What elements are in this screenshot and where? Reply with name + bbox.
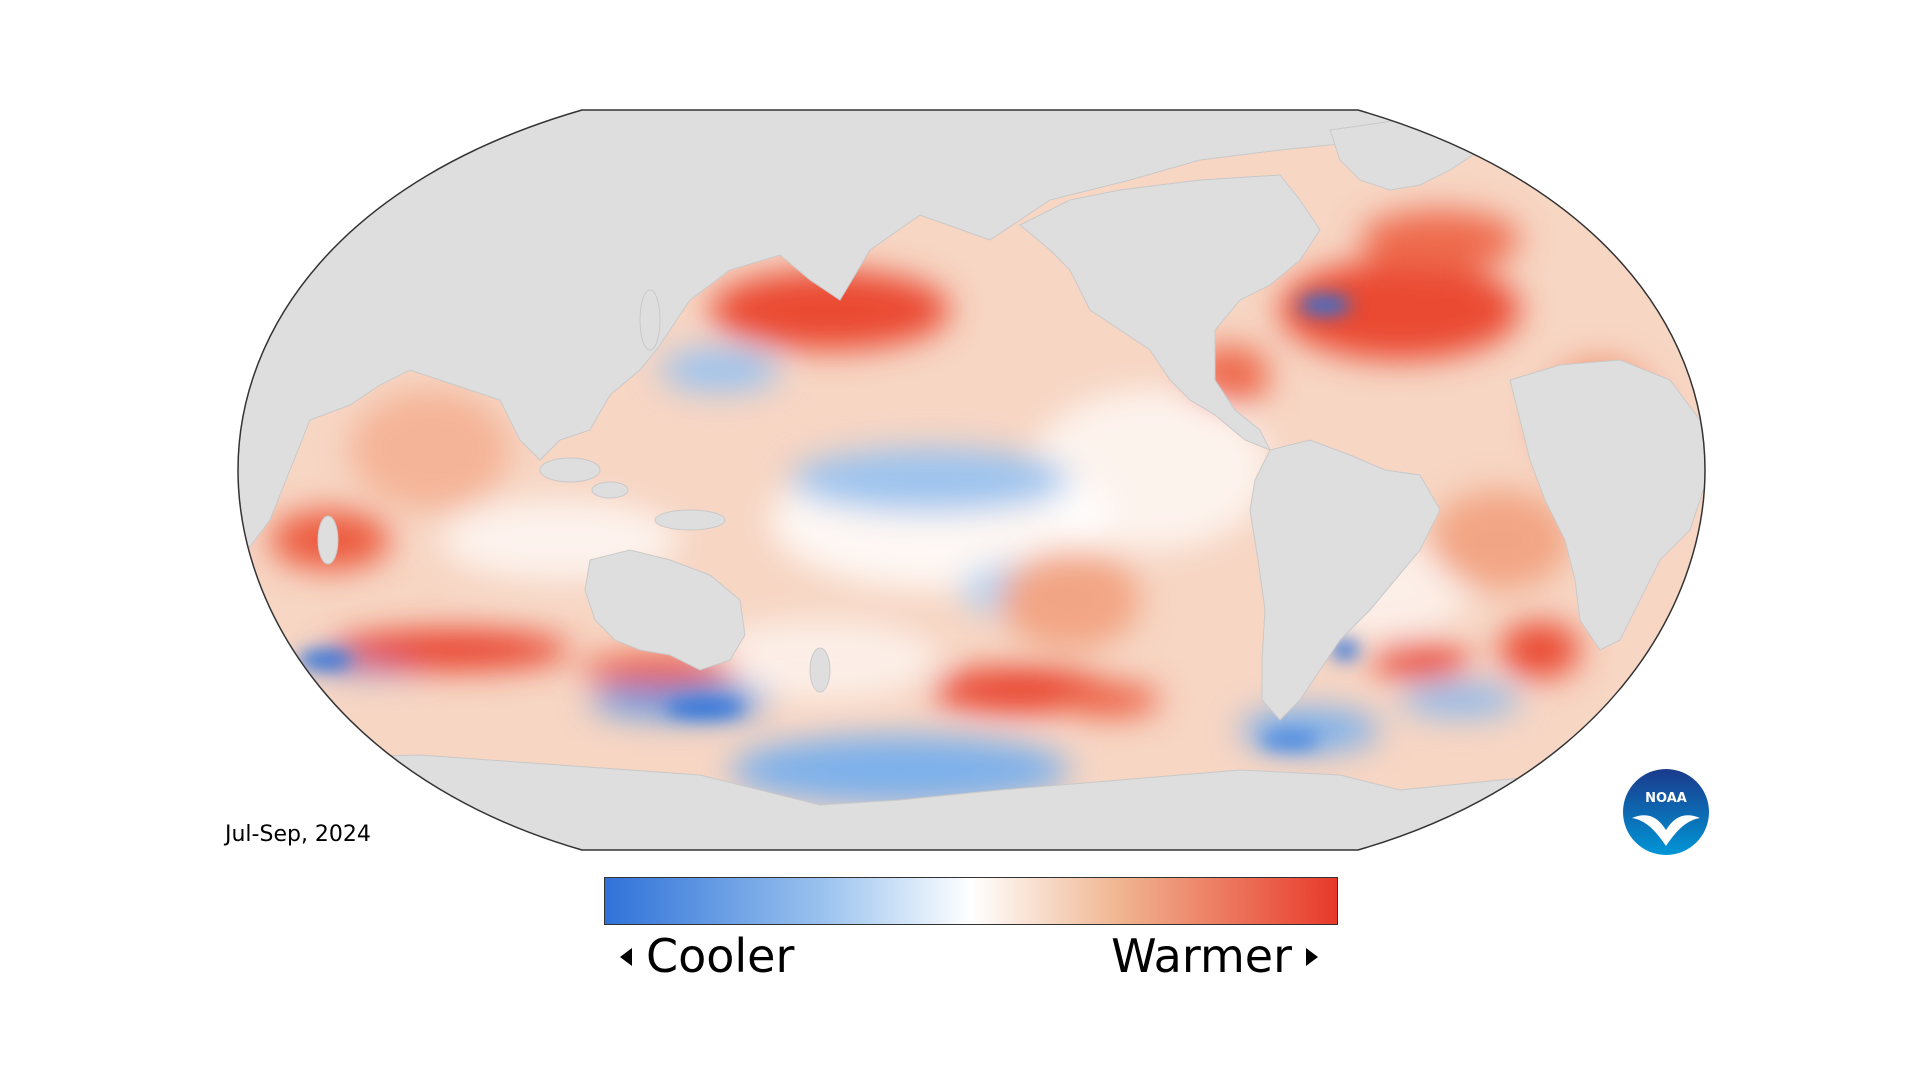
period-label: Jul-Sep, 2024	[225, 822, 371, 847]
land-north-america	[1019, 174, 1321, 451]
land-eurasia	[238, 110, 1705, 561]
land-antarctica	[238, 754, 1705, 850]
noaa-logo-circle	[1623, 769, 1709, 855]
land-masses	[238, 110, 1705, 850]
cooler-legend: Cooler	[620, 928, 794, 984]
noaa-logo-text: NOAA	[1645, 791, 1687, 806]
land-new-guinea	[654, 509, 726, 531]
arrow-right-icon	[1306, 947, 1318, 966]
land-new-zealand	[809, 647, 831, 693]
ocean-anomaly-field	[238, 110, 1705, 850]
land-sulawesi	[591, 481, 629, 499]
noaa-logo-icon: NOAA	[1623, 769, 1709, 855]
arrow-left-icon	[620, 947, 632, 966]
land-madagascar	[317, 515, 339, 565]
land-australia	[584, 549, 746, 671]
warmer-legend: Warmer	[1111, 928, 1318, 984]
warmer-label: Warmer	[1111, 929, 1292, 983]
cooler-label: Cooler	[646, 929, 795, 983]
land-south-america	[1249, 439, 1441, 721]
land-africa	[1509, 359, 1705, 651]
colorbar	[604, 877, 1338, 925]
noaa-logo-bird	[1632, 815, 1700, 846]
map-outline	[237, 109, 1706, 851]
land-japan	[639, 289, 661, 351]
land-borneo	[539, 457, 601, 483]
